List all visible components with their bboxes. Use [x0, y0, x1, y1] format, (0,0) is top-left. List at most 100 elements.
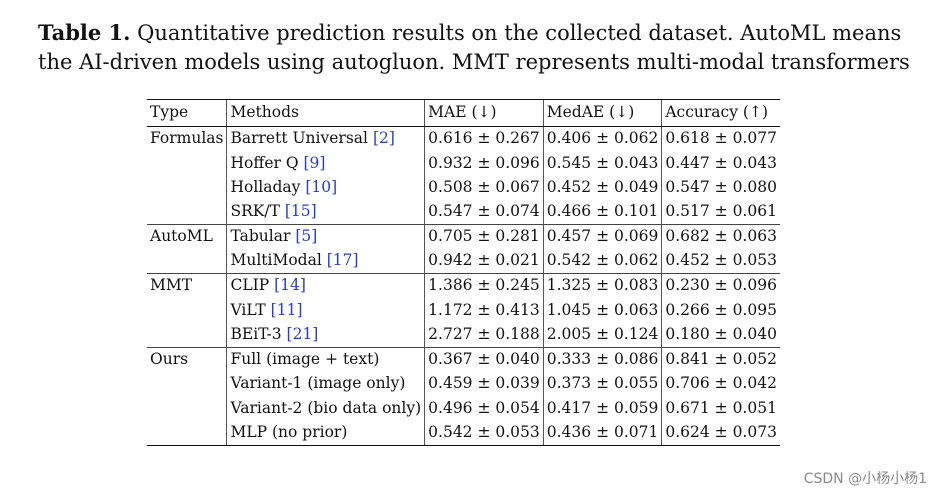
citation-link[interactable]: [17]	[326, 251, 359, 270]
mae-cell: 0.496 ± 0.054	[424, 396, 544, 421]
medae-cell: 0.457 ± 0.069	[542, 224, 662, 249]
medae-cell: 0.542 ± 0.062	[542, 249, 662, 274]
mae-cell-best: 0.367 ± 0.040	[424, 346, 544, 372]
medae-cell: 0.436 ± 0.071	[542, 420, 662, 446]
citation-link[interactable]: [21]	[286, 324, 319, 343]
accuracy-cell: 0.447 ± 0.043	[661, 151, 780, 176]
header-methods: Methods	[226, 99, 425, 127]
caption-label: Table 1.	[38, 20, 131, 45]
group-formulas: Formulas Barrett Universal [2] 0.616 ± 0…	[147, 126, 780, 225]
caption-text: Quantitative prediction results on the c…	[38, 21, 910, 74]
citation-link[interactable]: [14]	[274, 276, 306, 295]
header-medae: MedAE (↓)	[542, 99, 662, 127]
header-accuracy: Accuracy (↑)	[661, 99, 780, 127]
table-row: SRK/T [15] 0.547 ± 0.074 0.466 ± 0.101 0…	[147, 200, 780, 225]
method-name: CLIP	[230, 276, 270, 295]
method-cell: Barrett Universal [2]	[226, 126, 425, 151]
table-row: MultiModal [17] 0.942 ± 0.021 0.542 ± 0.…	[147, 249, 780, 274]
table-row: Ours Full (image + text) 0.367 ± 0.040 0…	[147, 346, 780, 372]
citation-link[interactable]: [2]	[372, 129, 395, 148]
group-type-empty	[147, 323, 227, 348]
group-type-empty	[147, 298, 227, 323]
citation-link[interactable]: [11]	[270, 300, 303, 319]
accuracy-cell-best: 0.841 ± 0.052	[661, 346, 780, 372]
group-type-label: AutoML	[147, 224, 227, 249]
mae-cell: 0.508 ± 0.067	[424, 175, 544, 200]
group-type-label: Ours	[147, 346, 227, 372]
medae-cell: 0.452 ± 0.049	[542, 175, 662, 200]
group-type-empty	[147, 176, 227, 201]
method-cell: SRK/T [15]	[226, 200, 425, 225]
medae-cell: 0.373 ± 0.055	[542, 371, 662, 396]
method-cell: Tabular [5]	[226, 224, 425, 249]
table-row: ViLT [11] 1.172 ± 0.413 1.045 ± 0.063 0.…	[147, 298, 780, 323]
method-name: Variant-2 (bio data only)	[226, 396, 425, 421]
watermark: CSDN @小杨小杨1	[803, 471, 927, 487]
group-type-label: MMT	[147, 273, 227, 298]
group-type-label: Formulas	[150, 129, 224, 148]
accuracy-cell: 0.618 ± 0.077	[661, 126, 780, 151]
accuracy-cell: 0.682 ± 0.063	[661, 224, 780, 249]
mae-cell: 0.942 ± 0.021	[424, 249, 544, 274]
group-type-empty	[147, 420, 227, 446]
group-type-empty	[147, 396, 227, 421]
accuracy-cell: 0.180 ± 0.040	[661, 322, 780, 347]
method-name: MultiModal	[230, 251, 322, 270]
method-name: MLP (no prior)	[226, 420, 425, 446]
accuracy-cell: 0.517 ± 0.061	[661, 200, 780, 225]
method-name: Variant-1 (image only)	[226, 371, 425, 396]
citation-link[interactable]: [10]	[305, 178, 338, 196]
method-name: Barrett Universal	[230, 129, 368, 148]
table-row: Formulas Barrett Universal [2] 0.616 ± 0…	[147, 126, 780, 151]
accuracy-cell: 0.452 ± 0.053	[661, 249, 780, 274]
method-cell: BEiT-3 [21]	[226, 322, 425, 347]
medae-cell: 0.406 ± 0.062	[542, 126, 662, 151]
mae-cell: 1.386 ± 0.245	[424, 273, 544, 298]
method-name: ViLT	[230, 300, 266, 319]
group-type-empty	[147, 249, 227, 274]
method-name: Hoffer Q	[230, 153, 299, 172]
table-row: MMT CLIP [14] 1.386 ± 0.245 1.325 ± 0.08…	[147, 273, 780, 298]
group-mmt: MMT CLIP [14] 1.386 ± 0.245 1.325 ± 0.08…	[147, 273, 780, 348]
mae-cell: 0.459 ± 0.039	[424, 371, 544, 396]
accuracy-cell: 0.671 ± 0.051	[661, 396, 780, 421]
method-cell: CLIP [14]	[226, 273, 425, 298]
group-type-empty	[147, 200, 227, 225]
method-name: Tabular	[230, 227, 291, 246]
mae-cell: 0.932 ± 0.096	[424, 151, 544, 176]
accuracy-cell: 0.230 ± 0.096	[661, 273, 780, 298]
group-automl: AutoML Tabular [5] 0.705 ± 0.281 0.457 ±…	[147, 224, 780, 274]
table-row: BEiT-3 [21] 2.727 ± 0.188 2.005 ± 0.124 …	[147, 322, 780, 348]
citation-link[interactable]: [9]	[303, 153, 326, 172]
citation-link[interactable]: [5]	[295, 227, 318, 246]
medae-cell-best: 0.333 ± 0.086	[542, 346, 662, 372]
table-row: Holladay [10] 0.508 ± 0.067 0.452 ± 0.04…	[147, 175, 780, 201]
results-table: Type Methods MAE (↓) MedAE (↓) Accuracy …	[147, 99, 780, 446]
table-row: AutoML Tabular [5] 0.705 ± 0.281 0.457 ±…	[147, 224, 780, 249]
header-mae: MAE (↓)	[424, 99, 544, 127]
accuracy-cell: 0.706 ± 0.042	[661, 371, 780, 396]
table-row: Variant-2 (bio data only) 0.496 ± 0.054 …	[147, 396, 780, 421]
mae-cell: 0.542 ± 0.053	[424, 420, 544, 446]
mae-cell: 0.547 ± 0.074	[424, 200, 544, 225]
method-cell: ViLT [11]	[226, 298, 425, 323]
medae-cell: 0.545 ± 0.043	[542, 151, 662, 176]
medae-cell: 1.045 ± 0.063	[542, 298, 662, 323]
accuracy-cell: 0.624 ± 0.073	[661, 420, 780, 446]
accuracy-cell: 0.266 ± 0.095	[661, 298, 780, 323]
method-name: Holladay	[230, 178, 301, 196]
accuracy-cell: 0.547 ± 0.080	[661, 175, 780, 200]
table-row: MLP (no prior) 0.542 ± 0.053 0.436 ± 0.0…	[147, 420, 780, 446]
citation-link[interactable]: [15]	[284, 202, 317, 221]
group-type-empty	[147, 372, 227, 397]
header-type: Type	[147, 99, 227, 127]
table-row: Hoffer Q [9] 0.932 ± 0.096 0.545 ± 0.043…	[147, 151, 780, 176]
method-name: SRK/T	[230, 202, 280, 221]
header-row: Type Methods MAE (↓) MedAE (↓) Accuracy …	[147, 99, 780, 127]
mae-cell: 0.616 ± 0.267	[424, 126, 544, 151]
group-type-empty	[147, 151, 227, 176]
mae-cell: 1.172 ± 0.413	[424, 298, 544, 323]
method-name: Full (image + text)	[226, 346, 425, 372]
medae-cell: 0.417 ± 0.059	[542, 396, 662, 421]
table-row: Variant-1 (image only) 0.459 ± 0.039 0.3…	[147, 371, 780, 397]
